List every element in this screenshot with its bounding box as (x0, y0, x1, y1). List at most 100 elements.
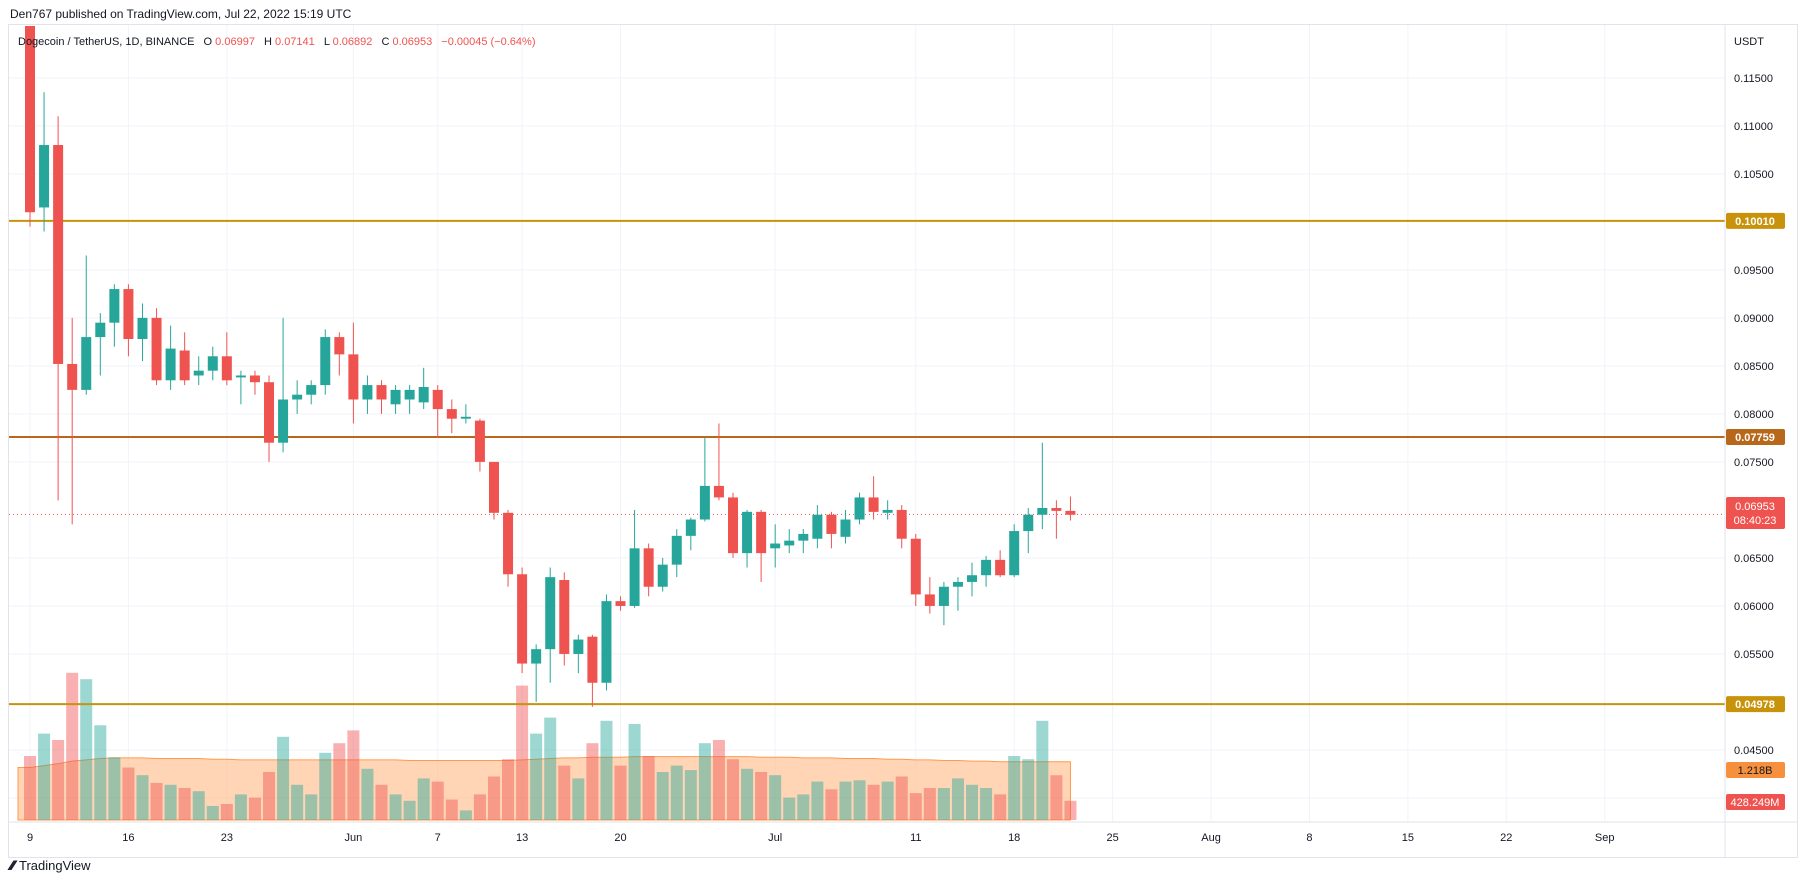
countdown-value: 08:40:23 (1734, 515, 1777, 527)
volume-bar (361, 768, 374, 820)
high-value: 0.07141 (275, 36, 315, 48)
volume-bar (741, 768, 754, 820)
candle (81, 255, 92, 395)
candle-body (376, 385, 387, 400)
open-label: O (204, 36, 213, 48)
candle-body (1023, 514, 1034, 532)
candle-body (770, 543, 781, 549)
candle-body (868, 497, 879, 512)
svg-text:Dogecoin / TetherUS, 1D, BINAN: Dogecoin / TetherUS, 1D, BINANCE O 0.069… (18, 36, 535, 48)
candle-body (418, 387, 429, 403)
candle (151, 308, 162, 386)
x-tick-label: Sep (1595, 832, 1615, 844)
tradingview-logo[interactable]: ⁄⁄⁄ TradingView (10, 857, 91, 873)
volume-bar (52, 740, 65, 820)
candle-body (896, 509, 907, 539)
volume-bar (333, 743, 346, 820)
candle-body (460, 416, 471, 419)
candle (840, 509, 851, 544)
x-tick-label: 15 (1402, 832, 1414, 844)
candle (601, 594, 612, 691)
x-tick-label: 11 (910, 832, 921, 844)
candle (165, 325, 176, 390)
y-tick-label: 0.10500 (1734, 169, 1774, 181)
candle-body (67, 363, 78, 390)
candle (348, 322, 359, 424)
x-tick-label: 9 (27, 832, 33, 844)
volume-bar (628, 724, 641, 820)
candle-body (95, 322, 106, 338)
volume-bar (544, 717, 557, 820)
volume-bar (487, 776, 500, 820)
close-label: C (381, 36, 389, 48)
candle-body (1065, 510, 1076, 515)
candle (896, 505, 907, 549)
volume-bar (164, 784, 177, 820)
level-badge (1726, 696, 1785, 713)
volume-bar (881, 781, 894, 820)
volume-bar (1064, 800, 1077, 820)
candle-body (306, 385, 317, 395)
candle-body (967, 575, 978, 582)
level-label: 0.10010 (1735, 216, 1775, 228)
candle (432, 385, 443, 438)
candle-body (601, 601, 612, 683)
candle (67, 317, 78, 525)
candle (854, 492, 865, 525)
candle (882, 500, 893, 520)
candle-body (123, 289, 134, 339)
volume-ma-value: 1.218B (1738, 765, 1773, 777)
volume-bar (980, 788, 993, 820)
y-tick-label: 0.04500 (1734, 745, 1774, 757)
candle (545, 567, 556, 683)
volume-bar (670, 765, 683, 820)
x-tick-label: 8 (1306, 832, 1312, 844)
candle-body (756, 511, 767, 554)
candle-body (53, 145, 64, 364)
volume-bar (277, 736, 290, 820)
candle (292, 380, 303, 414)
volume-bar (994, 794, 1007, 820)
y-tick-label: 0.09000 (1734, 313, 1774, 325)
candle-body (657, 564, 668, 587)
candle-body (278, 399, 289, 443)
high-label: H (264, 36, 272, 48)
candle-body (320, 337, 331, 386)
volume-bar (1022, 759, 1035, 820)
candle-body (432, 389, 443, 410)
volume-bar (825, 789, 838, 820)
candle-body (221, 356, 232, 381)
candle (137, 303, 148, 362)
volume-bar (136, 775, 149, 820)
volume-bar (586, 743, 599, 820)
candle (460, 404, 471, 424)
volume-bar (305, 794, 318, 820)
volume-bar (530, 733, 543, 820)
candle-body (1009, 531, 1020, 576)
candle-body (404, 389, 415, 400)
candle (728, 492, 738, 558)
candle (1037, 442, 1048, 530)
volume-bar (867, 784, 880, 820)
candle-body (235, 375, 246, 378)
candle-body (446, 409, 457, 419)
candle-body (587, 636, 598, 683)
volume-bar (1050, 775, 1063, 820)
volume-bar (319, 752, 332, 820)
volume-bar (642, 756, 655, 820)
candle-body (545, 577, 556, 650)
candle-body (643, 548, 654, 587)
volume-pane (17, 672, 1077, 821)
candle (376, 380, 387, 414)
open-value: 0.06997 (215, 36, 255, 48)
change-value: −0.00045 (−0.64%) (441, 36, 535, 48)
candle (643, 543, 654, 597)
candle-body (671, 535, 682, 565)
candle (1065, 496, 1076, 521)
candle-body (1037, 508, 1048, 515)
candle (573, 634, 584, 674)
candle-body (1051, 508, 1062, 511)
candle (488, 461, 499, 520)
level-label: 0.07759 (1735, 432, 1775, 444)
